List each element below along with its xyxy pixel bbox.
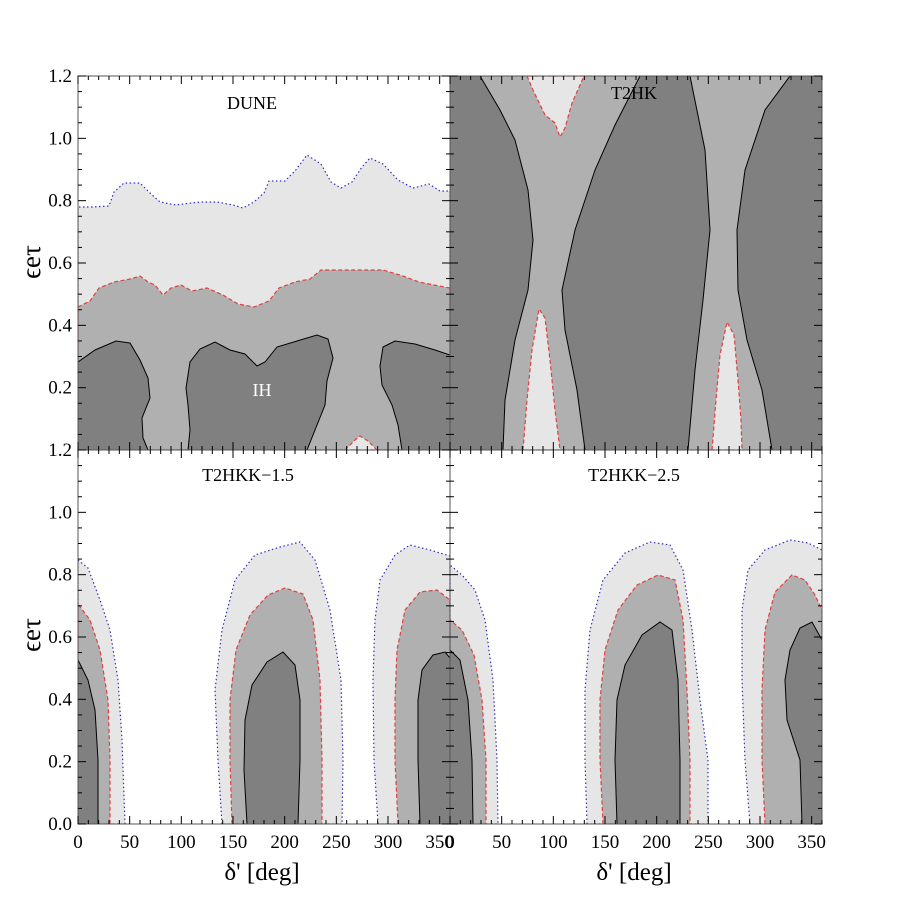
x-tick-label: 200 bbox=[642, 832, 671, 853]
panel-title: T2HKK−1.5 bbox=[202, 465, 294, 485]
region-dark-center bbox=[614, 621, 681, 824]
y-axis-label-bottom: ϵeτ bbox=[16, 618, 46, 652]
x-tick-label: 150 bbox=[591, 832, 620, 853]
y-tick-label: 0.0 bbox=[48, 814, 72, 835]
panel-title: T2HK bbox=[611, 83, 657, 103]
region-mid bbox=[78, 269, 450, 450]
x-tick-label: 300 bbox=[746, 832, 775, 853]
region-dark-right bbox=[417, 651, 450, 824]
y-axis-label-top: ϵeτ bbox=[16, 245, 46, 279]
region-light-bottom-right bbox=[711, 320, 743, 450]
x-tick-label: 50 bbox=[492, 832, 511, 853]
y-tick-label: 0.2 bbox=[48, 752, 72, 773]
axis-ticks bbox=[77, 75, 823, 825]
x-tick-label: 50 bbox=[120, 832, 139, 853]
x-tick-label: 150 bbox=[219, 832, 248, 853]
panel-note-ih: IH bbox=[253, 380, 272, 400]
x-tick-label: 350 bbox=[797, 832, 826, 853]
region-light-sliver bbox=[344, 435, 378, 450]
y-tick-label: 1.0 bbox=[48, 128, 72, 149]
region-dark-center bbox=[243, 651, 301, 824]
x-tick-label: 100 bbox=[539, 832, 568, 853]
region-dark-right bbox=[379, 340, 450, 450]
x-axis-label-left: δ' [deg] bbox=[224, 859, 299, 886]
x-tick-label: 300 bbox=[374, 832, 403, 853]
x-tick-label: 350 bbox=[425, 832, 454, 853]
y-tick-label: 1.0 bbox=[48, 502, 72, 523]
tick-labels: 0.2 0.4 0.6 0.8 1.0 1.2 0.0 0.2 0.4 0.6 0.8 1.0 1.2 0… bbox=[48, 66, 826, 853]
panel-dune: DUNE IH bbox=[78, 76, 450, 450]
region-light-bottom-left bbox=[522, 307, 561, 450]
x-tick-label: 200 bbox=[270, 832, 299, 853]
y-tick-label: 0.6 bbox=[48, 627, 72, 648]
y-tick-label: 0.4 bbox=[48, 689, 72, 710]
y-tick-label: 0.8 bbox=[48, 565, 72, 586]
y-tick-label: 0.8 bbox=[48, 191, 72, 212]
region-dark-center bbox=[185, 334, 334, 450]
y-tick-label: 0.6 bbox=[48, 253, 72, 274]
region-dark-left bbox=[78, 340, 151, 450]
region-mid-left bbox=[479, 76, 641, 450]
panel-t2hkk-1.5: T2HKK−1.5 bbox=[78, 450, 450, 824]
panel-t2hk: T2HK bbox=[450, 76, 822, 450]
region-dark-right bbox=[784, 621, 822, 824]
region-dark-left bbox=[78, 659, 99, 824]
y-tick-label: 1.2 bbox=[48, 440, 72, 461]
panel-title: DUNE bbox=[227, 93, 277, 113]
x-tick-label: 0 bbox=[445, 832, 455, 853]
x-tick-label: 250 bbox=[322, 832, 351, 853]
y-tick-label: 0.2 bbox=[48, 378, 72, 399]
panel-title: T2HKK−2.5 bbox=[588, 465, 680, 485]
y-tick-label: 0.4 bbox=[48, 315, 72, 336]
y-tick-label: 1.2 bbox=[48, 66, 72, 87]
region-dark-left bbox=[450, 649, 474, 824]
x-tick-label: 250 bbox=[694, 832, 723, 853]
x-axis-label-right: δ' [deg] bbox=[596, 859, 671, 886]
region-mid-right bbox=[687, 76, 791, 450]
x-tick-label: 100 bbox=[167, 832, 196, 853]
region-light-top bbox=[526, 76, 585, 139]
panel-t2hkk-2.5: T2HKK−2.5 bbox=[450, 450, 822, 824]
x-tick-label: 0 bbox=[73, 832, 83, 853]
